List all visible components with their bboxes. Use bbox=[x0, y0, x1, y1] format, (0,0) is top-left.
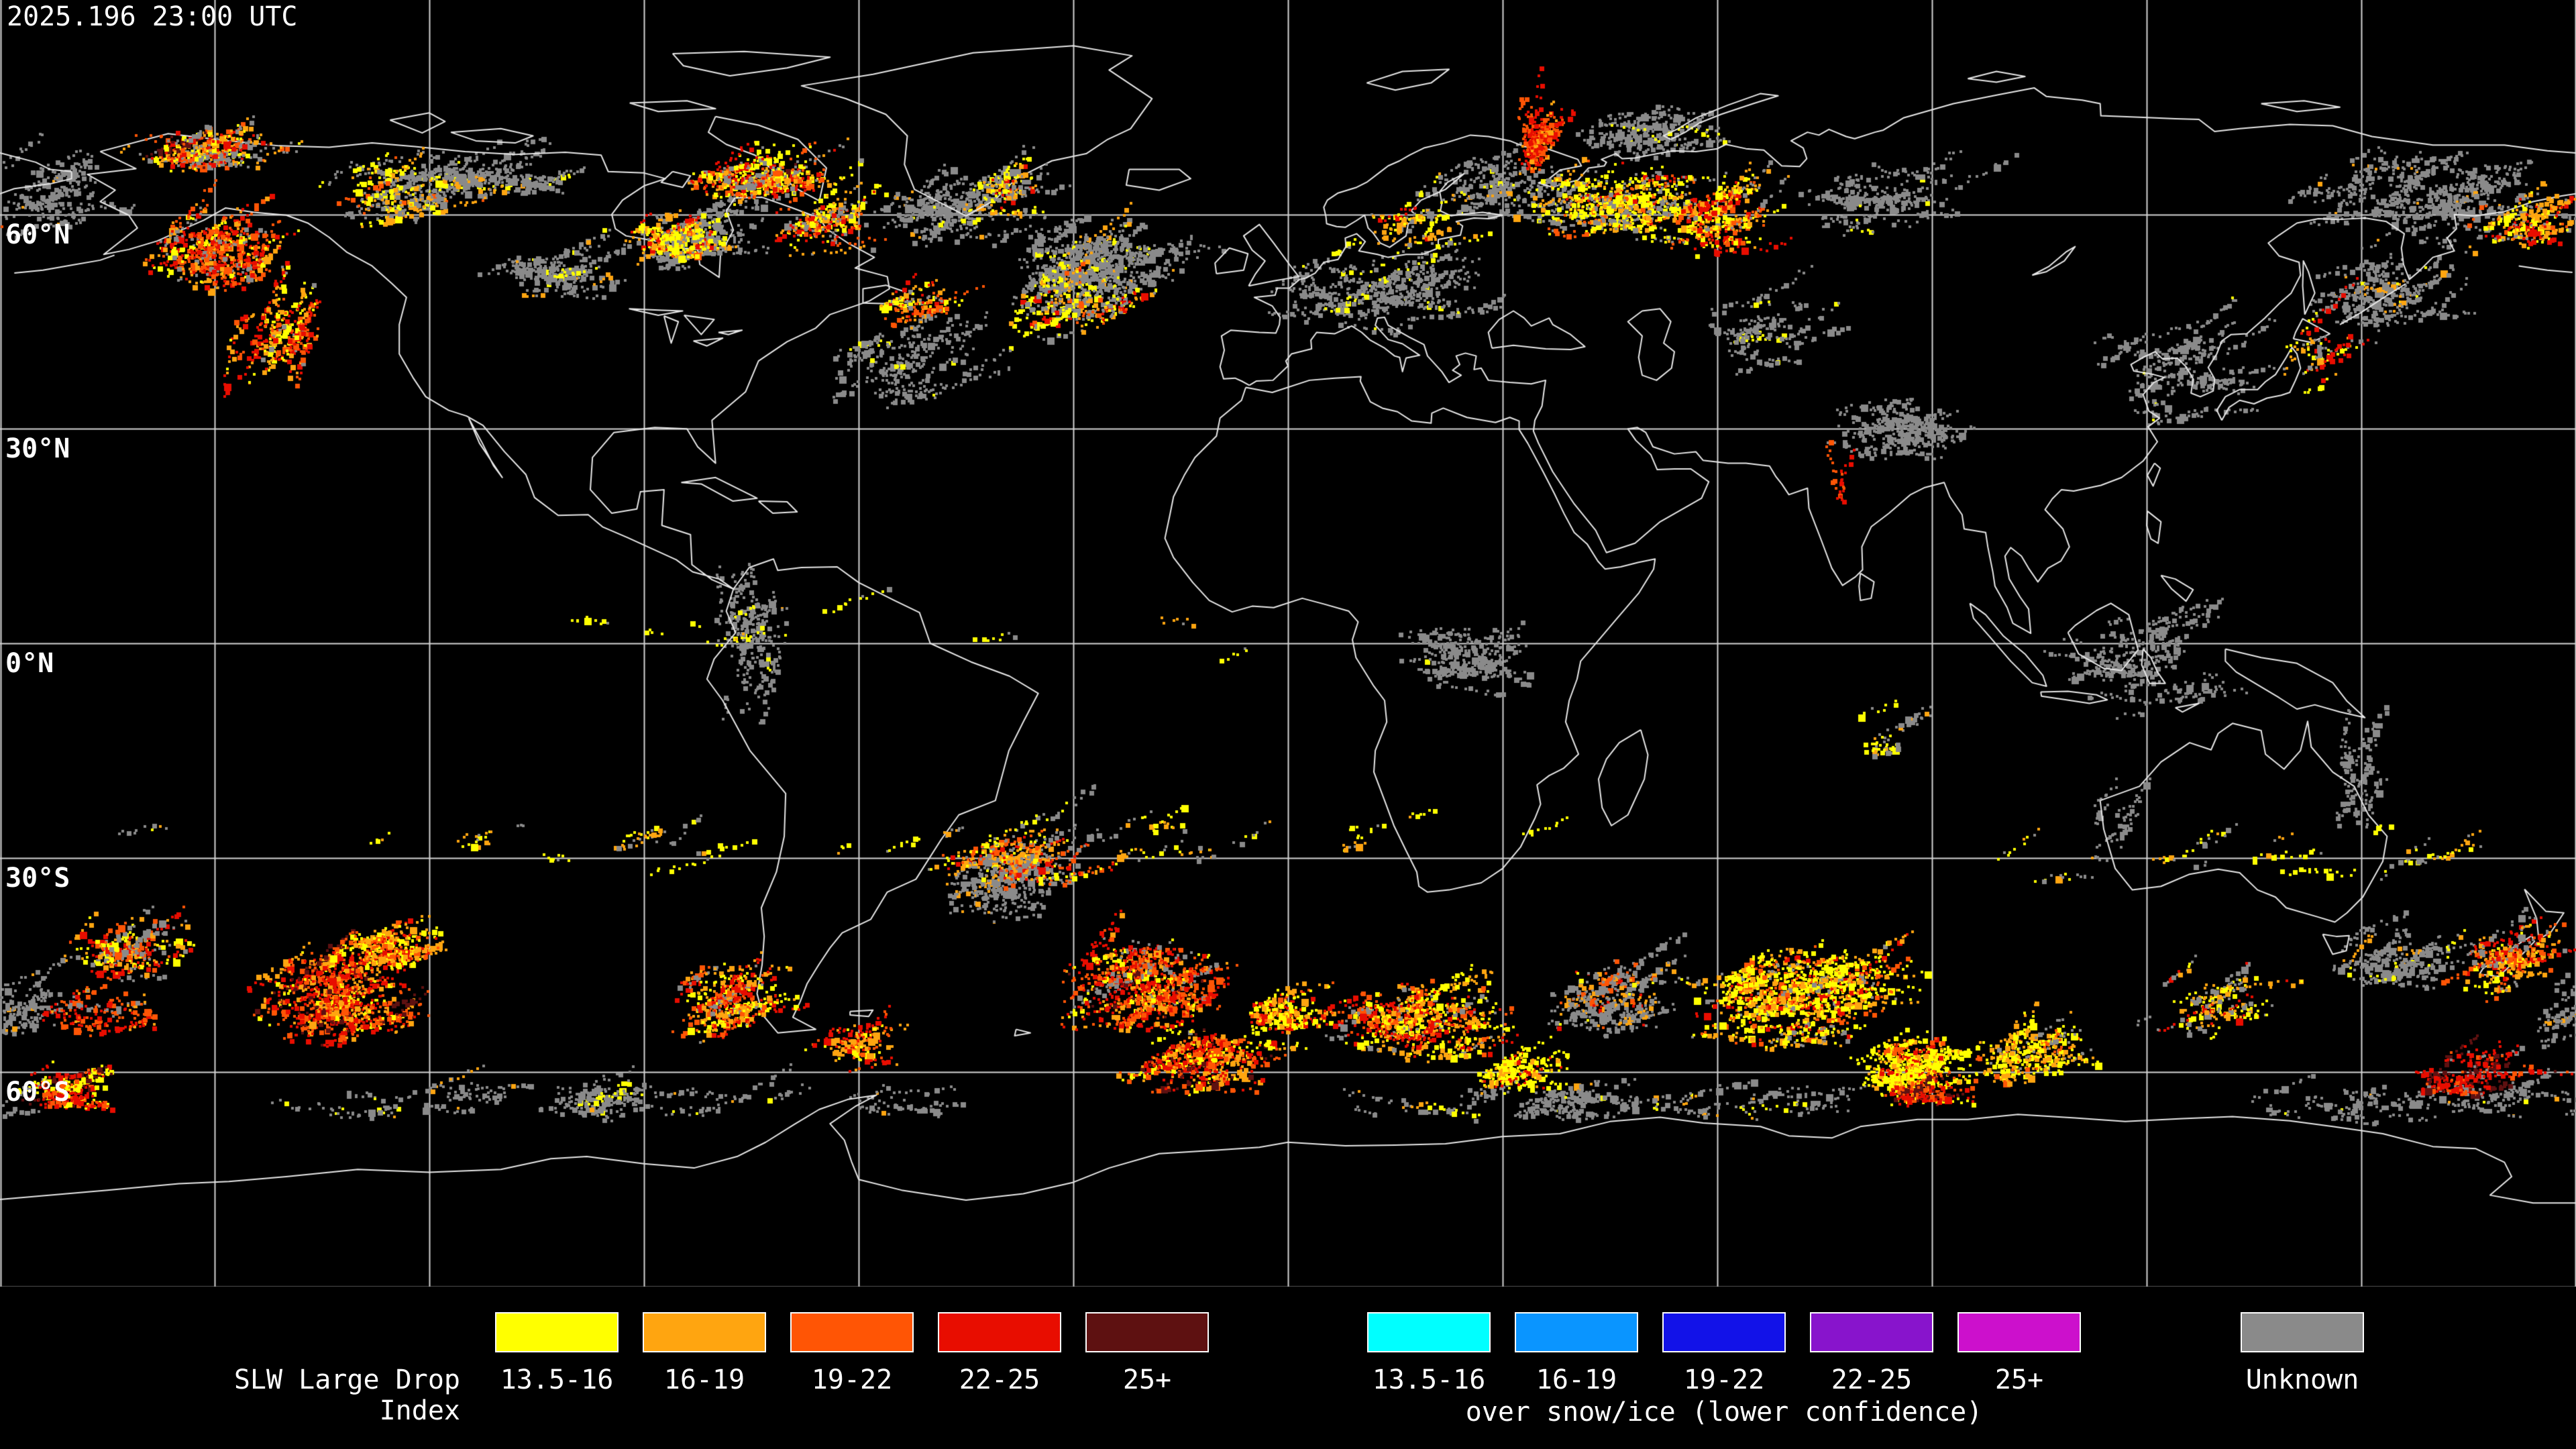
legend-snowice-caption: over snow/ice (lower confidence) bbox=[1465, 1397, 1983, 1428]
lat-label-0N: 0°N bbox=[5, 648, 54, 679]
legend-snowice-4-swatch bbox=[1957, 1312, 2081, 1352]
legend-snowice-2-swatch bbox=[1662, 1312, 1786, 1352]
lat-label-30S: 30°S bbox=[5, 862, 70, 894]
legend-primary-2-label: 19-22 bbox=[811, 1364, 893, 1395]
legend-snowice-1-label: 16-19 bbox=[1536, 1364, 1617, 1395]
timestamp-label: 2025.196 23:00 UTC bbox=[7, 1, 298, 32]
legend-unknown-label: Unknown bbox=[2245, 1364, 2359, 1395]
legend-snowice-3-label: 22-25 bbox=[1831, 1364, 1913, 1395]
legend-primary-1-label: 16-19 bbox=[663, 1364, 745, 1395]
legend-snowice-3-swatch bbox=[1810, 1312, 1933, 1352]
world-map-canvas bbox=[0, 0, 2576, 1288]
legend-primary-4-swatch bbox=[1085, 1312, 1209, 1352]
lat-label-60S: 60°S bbox=[5, 1077, 70, 1108]
lat-label-30N: 30°N bbox=[5, 433, 70, 465]
legend-snowice-4-label: 25+ bbox=[1994, 1364, 2044, 1395]
legend-unknown-swatch bbox=[2241, 1312, 2364, 1352]
legend-primary-3-swatch bbox=[938, 1312, 1061, 1352]
legend: SLW Large Drop Index 13.5-16 16-19 19-22 22… bbox=[0, 1287, 2576, 1449]
legend-primary-0-swatch bbox=[495, 1312, 619, 1352]
legend-snowice-1-swatch bbox=[1515, 1312, 1638, 1352]
legend-primary-1-swatch bbox=[643, 1312, 766, 1352]
legend-primary-3-label: 22-25 bbox=[959, 1364, 1040, 1395]
legend-primary-4-label: 25+ bbox=[1122, 1364, 1172, 1395]
legend-title: SLW Large Drop Index bbox=[233, 1364, 460, 1426]
legend-primary-0-label: 13.5-16 bbox=[500, 1364, 614, 1395]
legend-snowice-2-label: 19-22 bbox=[1683, 1364, 1765, 1395]
legend-primary-2-swatch bbox=[790, 1312, 914, 1352]
legend-snowice-0-label: 13.5-16 bbox=[1372, 1364, 1486, 1395]
lat-label-60N: 60°N bbox=[5, 219, 70, 250]
legend-snowice-0-swatch bbox=[1367, 1312, 1491, 1352]
